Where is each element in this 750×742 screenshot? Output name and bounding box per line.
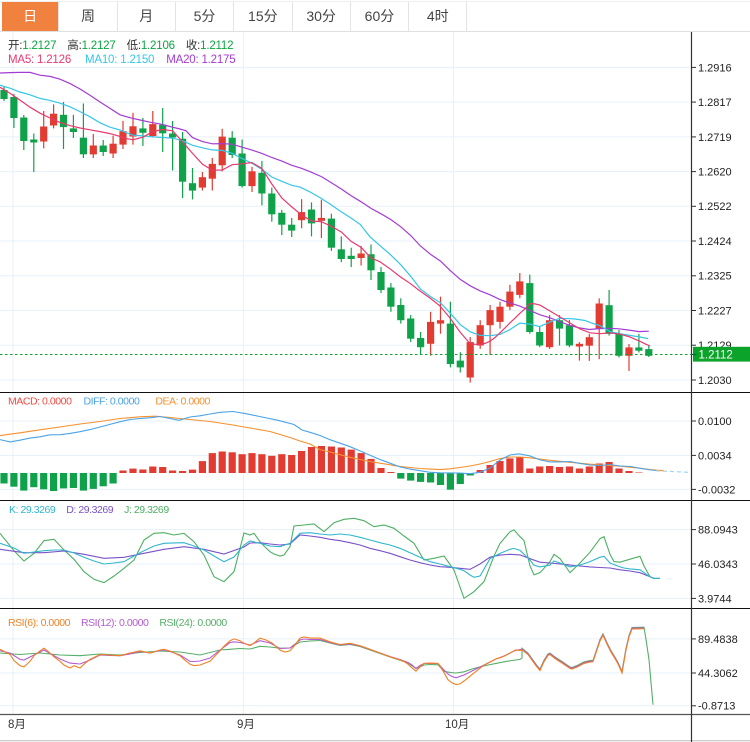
svg-text:89.4838: 89.4838 <box>698 634 738 646</box>
svg-text:1.2522: 1.2522 <box>698 201 732 213</box>
svg-text:1.2227: 1.2227 <box>698 305 732 317</box>
svg-text:1.2112: 1.2112 <box>699 349 733 361</box>
svg-text:1.2424: 1.2424 <box>698 236 732 248</box>
svg-text:1.2719: 1.2719 <box>698 132 732 144</box>
svg-text:-0.0032: -0.0032 <box>698 484 735 496</box>
svg-text:-0.8713: -0.8713 <box>698 701 735 713</box>
svg-text:1.2620: 1.2620 <box>698 167 732 179</box>
svg-text:0.0100: 0.0100 <box>698 416 732 428</box>
svg-text:46.0343: 46.0343 <box>698 559 738 571</box>
svg-text:8月: 8月 <box>8 719 26 731</box>
svg-text:3.9744: 3.9744 <box>698 593 732 605</box>
svg-text:1.2817: 1.2817 <box>698 97 732 109</box>
svg-text:0.0034: 0.0034 <box>698 450 732 462</box>
svg-text:1.2325: 1.2325 <box>698 271 732 283</box>
svg-text:9月: 9月 <box>237 719 255 731</box>
svg-text:1.2030: 1.2030 <box>698 375 732 387</box>
svg-text:10月: 10月 <box>445 719 469 731</box>
svg-text:88.0943: 88.0943 <box>698 525 738 537</box>
svg-text:1.2916: 1.2916 <box>698 62 732 74</box>
svg-text:44.3062: 44.3062 <box>698 668 738 680</box>
